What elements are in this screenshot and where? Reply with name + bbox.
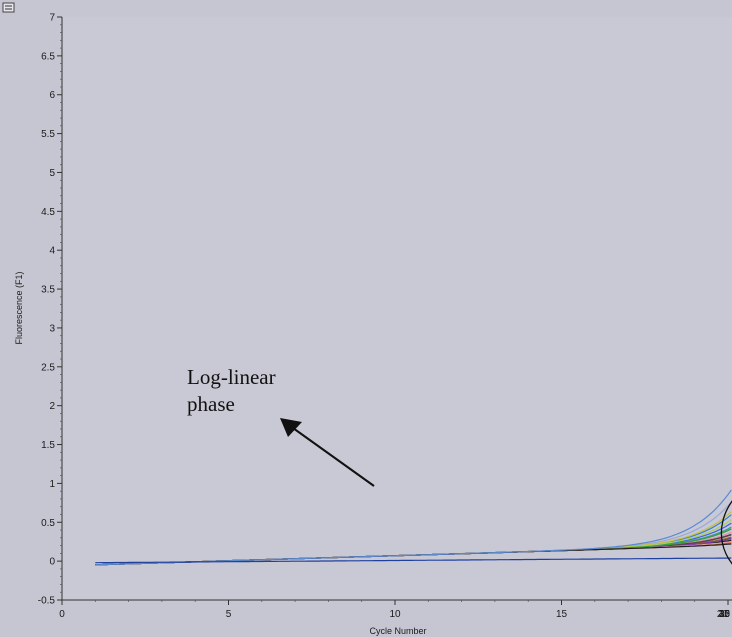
annotation-arrowhead xyxy=(280,418,302,437)
x-tick-label: 10 xyxy=(389,609,401,620)
annotation-text-line: Log-linear xyxy=(187,365,276,389)
chart-corner-icon xyxy=(2,2,15,13)
x-axis-title: Cycle Number xyxy=(369,626,426,636)
y-tick-label: 0 xyxy=(49,557,55,568)
y-tick-label: 3 xyxy=(49,323,55,334)
y-tick-label: 4 xyxy=(49,246,55,257)
y-axis-title: Fluorescence (F1) xyxy=(14,271,24,344)
plot-area xyxy=(62,17,732,600)
series-layer xyxy=(95,489,732,566)
y-tick-label: 5.5 xyxy=(41,129,55,140)
series-line-23 xyxy=(95,557,732,564)
y-tick-label: 6 xyxy=(49,90,55,101)
y-tick-label: -0.5 xyxy=(38,596,56,607)
x-tick-label: 5 xyxy=(226,609,232,620)
y-tick-label: 2.5 xyxy=(41,362,55,373)
y-tick-label: 6.5 xyxy=(41,51,55,62)
x-tick-label: 25 xyxy=(719,609,731,620)
annotation-arrow-shaft xyxy=(285,422,375,487)
y-tick-label: 2 xyxy=(49,401,55,412)
y-tick-label: 1 xyxy=(49,479,55,490)
y-tick-label: 7 xyxy=(49,13,55,24)
annotation-layer: Log-linear phase xyxy=(187,365,732,589)
x-tick-label: 30 xyxy=(719,609,731,620)
x-tick-label: 15 xyxy=(556,609,568,620)
annotation-text-line: phase xyxy=(187,392,235,416)
y-tick-label: 5 xyxy=(49,168,55,179)
annotation-ellipse xyxy=(720,469,732,589)
y-tick-label: 3.5 xyxy=(41,285,55,296)
x-tick-label: 40 xyxy=(719,609,731,620)
x-tick-label: 20 xyxy=(717,609,729,620)
x-tick-label: 0 xyxy=(59,609,65,620)
x-tick-label: 35 xyxy=(719,609,731,620)
y-tick-label: 0.5 xyxy=(41,518,55,529)
axes: -0.500.511.522.533.544.555.566.570 5 10 15 2… xyxy=(38,13,732,620)
y-tick-label: 4.5 xyxy=(41,207,55,218)
y-tick-label: 1.5 xyxy=(41,440,55,451)
